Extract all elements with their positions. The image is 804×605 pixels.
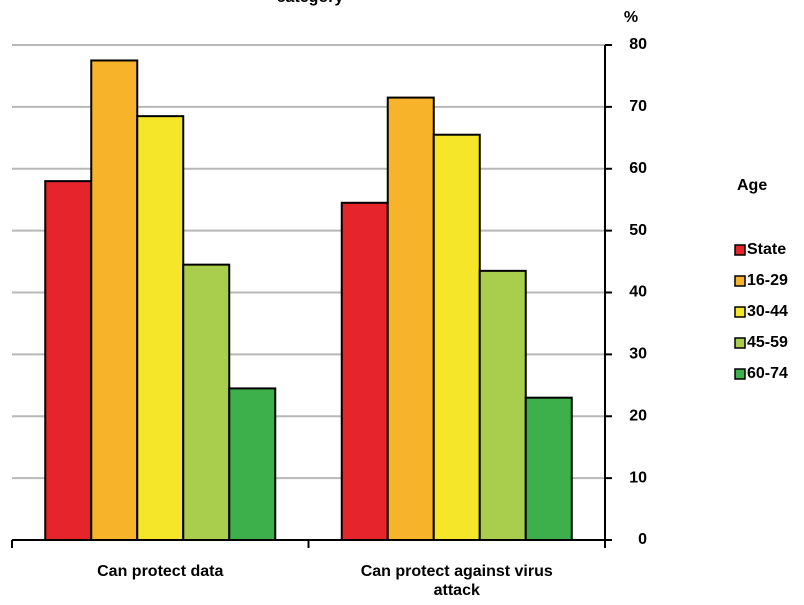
y-tick-label: 80 [629,36,647,53]
legend-swatch [734,244,746,256]
legend-swatch [734,306,746,318]
chart-title: category [277,0,344,6]
x-tick-label: Can protect data [97,563,224,580]
y-axis-label: % [624,9,638,26]
y-tick-label: 60 [629,160,647,177]
bar [524,396,573,541]
bar [478,269,527,541]
legend-label: 45-59 [747,334,788,351]
bar [90,59,139,541]
y-tick-label: 30 [629,346,647,363]
bar [136,115,185,541]
bar [228,387,277,541]
legend-swatch [734,368,746,380]
bar [44,180,93,541]
bar [182,263,231,541]
legend-swatch [734,337,746,349]
legend-swatch [734,275,746,287]
y-tick-label: 10 [629,469,647,486]
legend-label: 60-74 [747,365,788,382]
bar [340,201,389,541]
y-tick-label: 20 [629,407,647,424]
bar [386,96,435,541]
y-tick-label: 70 [629,98,647,115]
bar [432,133,481,541]
legend-title: Age [737,177,767,194]
legend-label: State [747,241,786,258]
y-tick-label: 50 [629,222,647,239]
y-tick-label: 0 [638,531,647,548]
y-tick-label: 40 [629,284,647,301]
legend-label: 16-29 [747,272,788,289]
x-tick-label: Can protect against virus attack [360,563,553,599]
legend-label: 30-44 [747,303,788,320]
